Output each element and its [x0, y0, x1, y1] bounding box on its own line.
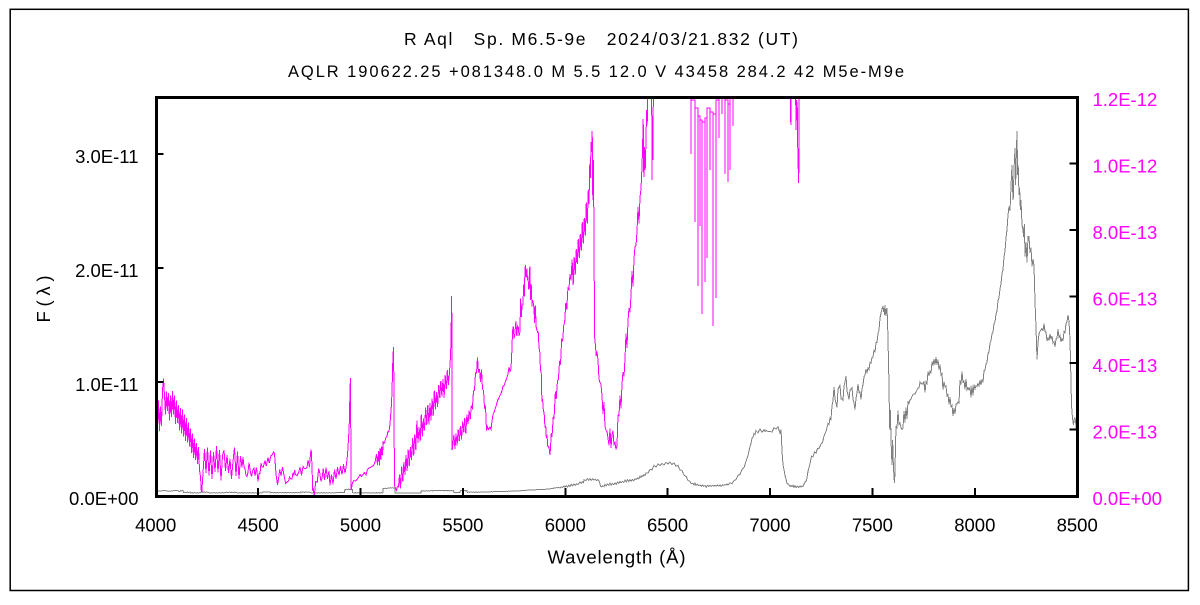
svg-text:7000: 7000: [749, 515, 790, 536]
svg-text:3.0E-11: 3.0E-11: [75, 146, 138, 167]
svg-text:1.0E-12: 1.0E-12: [1093, 155, 1158, 176]
svg-text:8000: 8000: [954, 515, 995, 536]
svg-text:2.0E-11: 2.0E-11: [75, 260, 138, 281]
svg-text:6.0E-13: 6.0E-13: [1093, 289, 1158, 310]
svg-text:5000: 5000: [340, 515, 381, 536]
svg-text:6500: 6500: [647, 515, 688, 536]
svg-text:4500: 4500: [238, 515, 279, 536]
svg-text:AQLR 190622.25 +081348.0 M 5.5: AQLR 190622.25 +081348.0 M 5.5 12.0 V 43…: [288, 63, 904, 81]
svg-text:0.0E+00: 0.0E+00: [69, 488, 138, 509]
svg-text:1.2E-12: 1.2E-12: [1093, 89, 1158, 110]
svg-text:8.0E-13: 8.0E-13: [1093, 222, 1158, 243]
svg-text:R Aql Sp. M6.5-9e 2024/03/: R Aql Sp. M6.5-9e 2024/03/21.832 (UT): [404, 29, 798, 49]
svg-text:Wavelength (Å): Wavelength (Å): [548, 546, 686, 567]
svg-text:4000: 4000: [135, 515, 176, 536]
svg-text:4.0E-13: 4.0E-13: [1093, 355, 1158, 376]
svg-text:6000: 6000: [545, 515, 586, 536]
svg-text:8500: 8500: [1057, 515, 1098, 536]
svg-text:5500: 5500: [442, 515, 483, 536]
svg-text:7500: 7500: [852, 515, 893, 536]
svg-text:2.0E-13: 2.0E-13: [1093, 422, 1158, 443]
svg-text:0.0E+00: 0.0E+00: [1093, 488, 1162, 509]
svg-text:1.0E-11: 1.0E-11: [75, 374, 138, 395]
